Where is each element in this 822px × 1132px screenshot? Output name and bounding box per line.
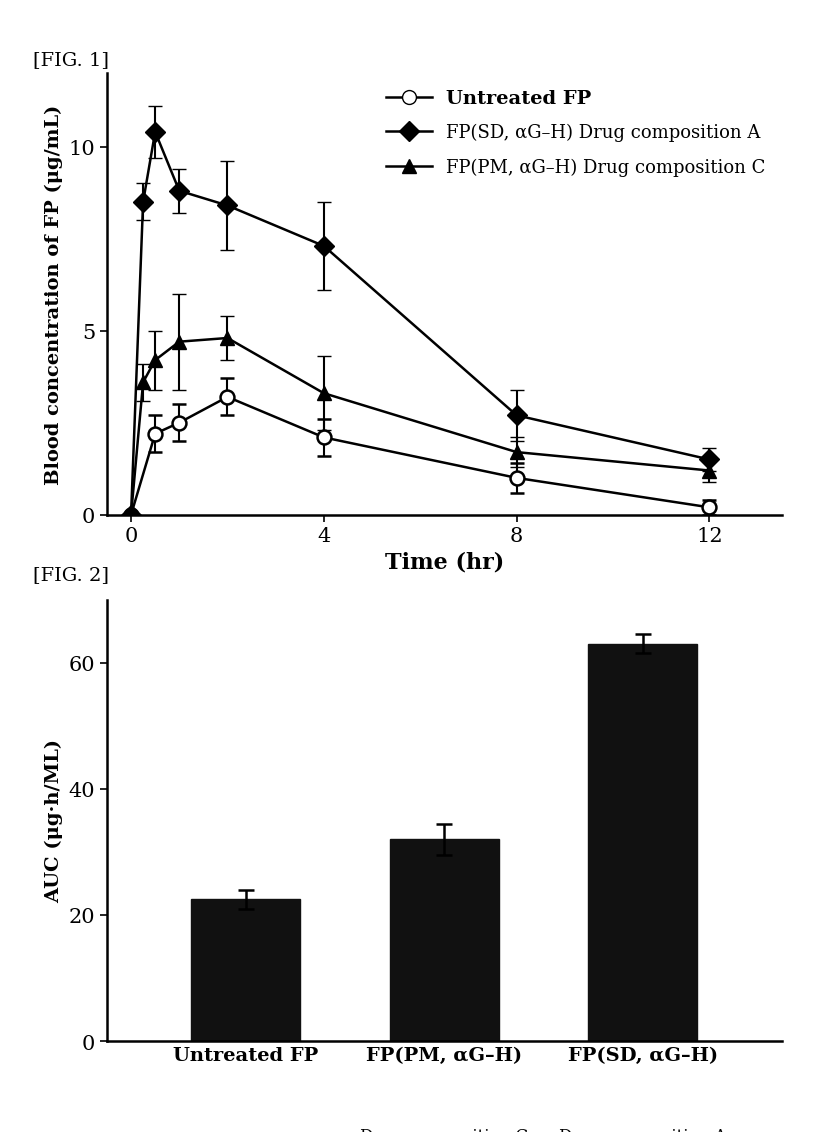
- Bar: [588, 644, 696, 1041]
- Legend: Untreated FP, FP(SD, αG–H) Drug composition A, FP(PM, αG–H) Drug composition C: Untreated FP, FP(SD, αG–H) Drug composit…: [379, 83, 772, 185]
- Text: [FIG. 2]: [FIG. 2]: [33, 566, 109, 584]
- Y-axis label: Blood concentration of FP (μg/mL): Blood concentration of FP (μg/mL): [44, 104, 62, 484]
- Bar: [191, 900, 300, 1041]
- Text: Drug composition C: Drug composition C: [360, 1127, 528, 1132]
- Text: [FIG. 1]: [FIG. 1]: [33, 51, 109, 69]
- Y-axis label: AUC (μg·h/ML): AUC (μg·h/ML): [44, 739, 63, 902]
- Text: Drug composition A: Drug composition A: [558, 1127, 726, 1132]
- Bar: [390, 840, 498, 1041]
- X-axis label: Time (hr): Time (hr): [385, 551, 503, 574]
